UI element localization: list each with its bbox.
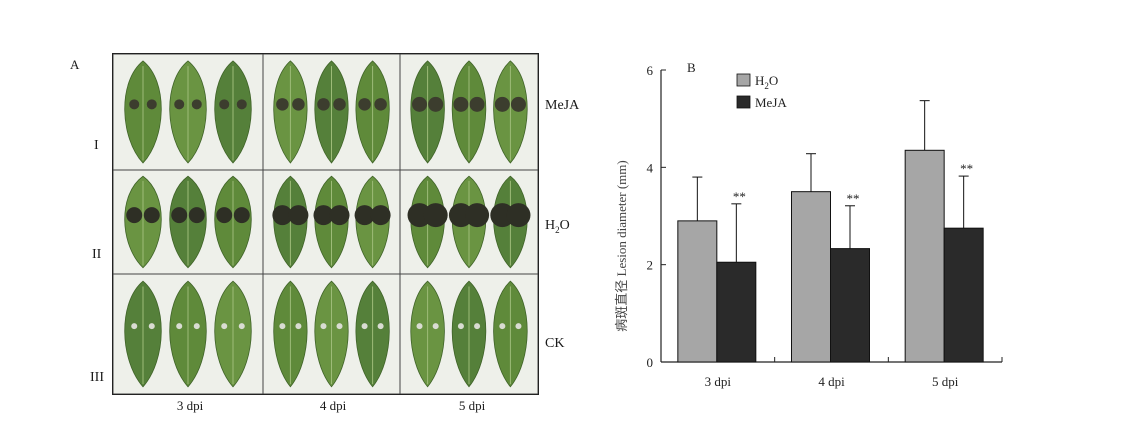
lesion-spot [320,323,327,330]
lesion-spot [238,323,245,330]
lesion-bar-chart: 0 2 4 6 病斑直径 Lesion diameter (mm) B ** 3 dpi ** 4… [614,60,1003,389]
lesion-spot [370,205,391,226]
row-label-2: II [92,247,102,262]
col-label-1: 3 dpi [176,398,204,413]
lesion-spot [333,98,346,111]
x-tick-label: 3 dpi [705,374,732,389]
leaf-photo-grid [112,53,539,395]
lesion-spot [453,96,469,112]
lesion-spot [292,98,305,111]
treatment-label-h2o: H2O [545,218,570,235]
lesion-spot [148,323,155,330]
x-tick-label: 4 dpi [818,374,845,389]
panel-a-label: A [70,57,80,72]
lesion-spot [174,99,185,110]
bar-h2o-2 [904,149,945,363]
lesion-spot [221,323,228,330]
lesion-spot [146,99,157,110]
lesion-spot [361,323,368,330]
legend-label-h2o: H2O [755,73,778,91]
bar-h2o-1 [791,191,831,363]
lesion-spot [358,98,371,111]
lesion-spot [457,323,464,330]
lesion-spot [428,96,444,112]
treatment-label-meja: MeJA [545,98,580,113]
row-label-3: III [90,370,104,385]
lesion-spot [276,98,289,111]
bar-meja-2 [943,227,984,363]
bar-h2o-0 [677,220,718,363]
lesion-spot [216,207,233,224]
row-label-1: I [94,138,99,153]
lesion-spot [176,323,183,330]
y-tick-label: 2 [647,258,654,273]
leaf-photo-svg [112,53,539,395]
treatment-label-ck: CK [545,336,565,351]
lesion-spot [279,323,286,330]
significance-label: ** [733,189,746,204]
lesion-spot [499,323,506,330]
lesion-spot [416,323,423,330]
lesion-spot [143,207,160,224]
lesion-spot [126,207,143,224]
lesion-spot [171,207,188,224]
lesion-spot [506,203,531,228]
lesion-spot [317,98,330,111]
legend-label-meja: MeJA [755,95,787,110]
legend-swatch-meja [736,95,751,109]
y-tick-label: 4 [647,160,654,175]
lesion-spot [129,99,140,110]
lesion-spot [494,96,510,112]
lesion-spot [288,205,309,226]
lesion-spot [354,205,375,226]
bar-meja-0 [716,261,757,363]
lesion-spot [336,323,343,330]
bar-meja-1 [830,248,870,363]
lesion-spot [515,323,522,330]
lesion-spot [510,96,526,112]
lesion-spot [236,99,247,110]
y-tick-label: 6 [647,63,654,78]
lesion-spot [465,203,490,228]
lesion-spot [193,323,200,330]
lesion-spot [432,323,439,330]
lesion-spot [233,207,250,224]
significance-label: ** [847,191,860,206]
lesion-spot [295,323,302,330]
y-axis-title: 病斑直径 Lesion diameter (mm) [614,160,629,332]
col-label-2: 4 dpi [319,398,347,413]
lesion-spot [423,203,448,228]
lesion-spot [272,205,293,226]
lesion-spot [131,323,138,330]
y-tick-label: 0 [647,355,654,370]
lesion-spot [219,99,230,110]
lesion-spot [313,205,334,226]
lesion-spot [374,98,387,111]
lesion-spot [191,99,202,110]
lesion-spot [377,323,384,330]
lesion-spot [474,323,481,330]
significance-label: ** [960,161,973,176]
x-tick-label: 5 dpi [932,374,959,389]
lesion-spot [329,205,350,226]
lesion-spot [469,96,485,112]
col-label-3: 5 dpi [458,398,486,413]
legend-swatch-h2o [736,73,751,87]
lesion-spot [188,207,205,224]
lesion-spot [412,96,428,112]
panel-b-label: B [687,60,696,75]
